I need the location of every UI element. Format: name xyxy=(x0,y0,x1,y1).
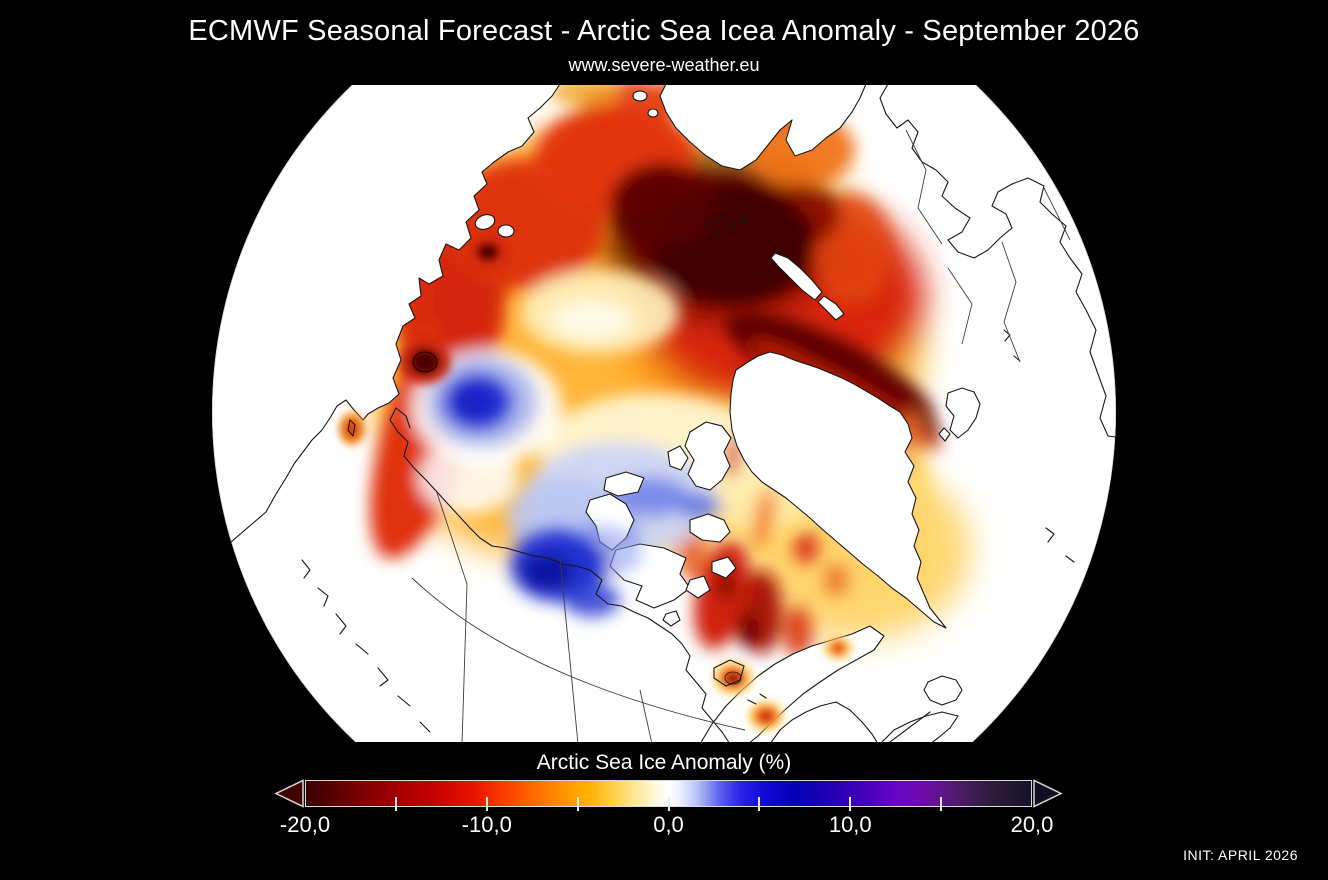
colorbar-right-arrow xyxy=(1033,779,1063,808)
amundsen-positive-anomaly xyxy=(510,526,642,617)
init-label: INIT: APRIL 2026 xyxy=(1183,847,1298,863)
colorbar-tick-label: -20,0 xyxy=(279,812,331,837)
colorbar-tick-label: 0,0 xyxy=(653,812,684,837)
colorbar-tick-label: 20,0 xyxy=(1010,812,1054,837)
colorbar-tick xyxy=(758,797,761,811)
colorbar-tick xyxy=(667,797,670,811)
colorbar-tick xyxy=(394,797,397,811)
colorbar-title: Arctic Sea Ice Anomaly (%) xyxy=(536,751,792,774)
colorbar-left-arrow-shape xyxy=(274,779,304,808)
page-title: ECMWF Seasonal Forecast - Arctic Sea Ice… xyxy=(188,15,1140,47)
colorbar-tick-label: 10,0 xyxy=(828,812,872,837)
border-layer xyxy=(411,129,1071,742)
coastline-layer xyxy=(301,214,1075,742)
colorbar-tick xyxy=(576,797,579,811)
colorbar-tick xyxy=(849,797,852,811)
colorbar-left-arrow xyxy=(274,779,304,808)
iceland-island xyxy=(923,675,963,706)
colorbar-tick xyxy=(485,797,488,811)
canada-mainland-coast xyxy=(479,537,731,742)
taymyr-landmass xyxy=(659,85,867,171)
greenland-landmass xyxy=(729,351,947,629)
colorbar-right-arrow-shape xyxy=(1033,779,1063,808)
colorbar-tick xyxy=(940,797,943,811)
svalbard-islands xyxy=(945,387,981,439)
page-subtitle: www.severe-weather.eu xyxy=(568,55,760,75)
colorbar-tick-label: -10,0 xyxy=(461,812,512,837)
